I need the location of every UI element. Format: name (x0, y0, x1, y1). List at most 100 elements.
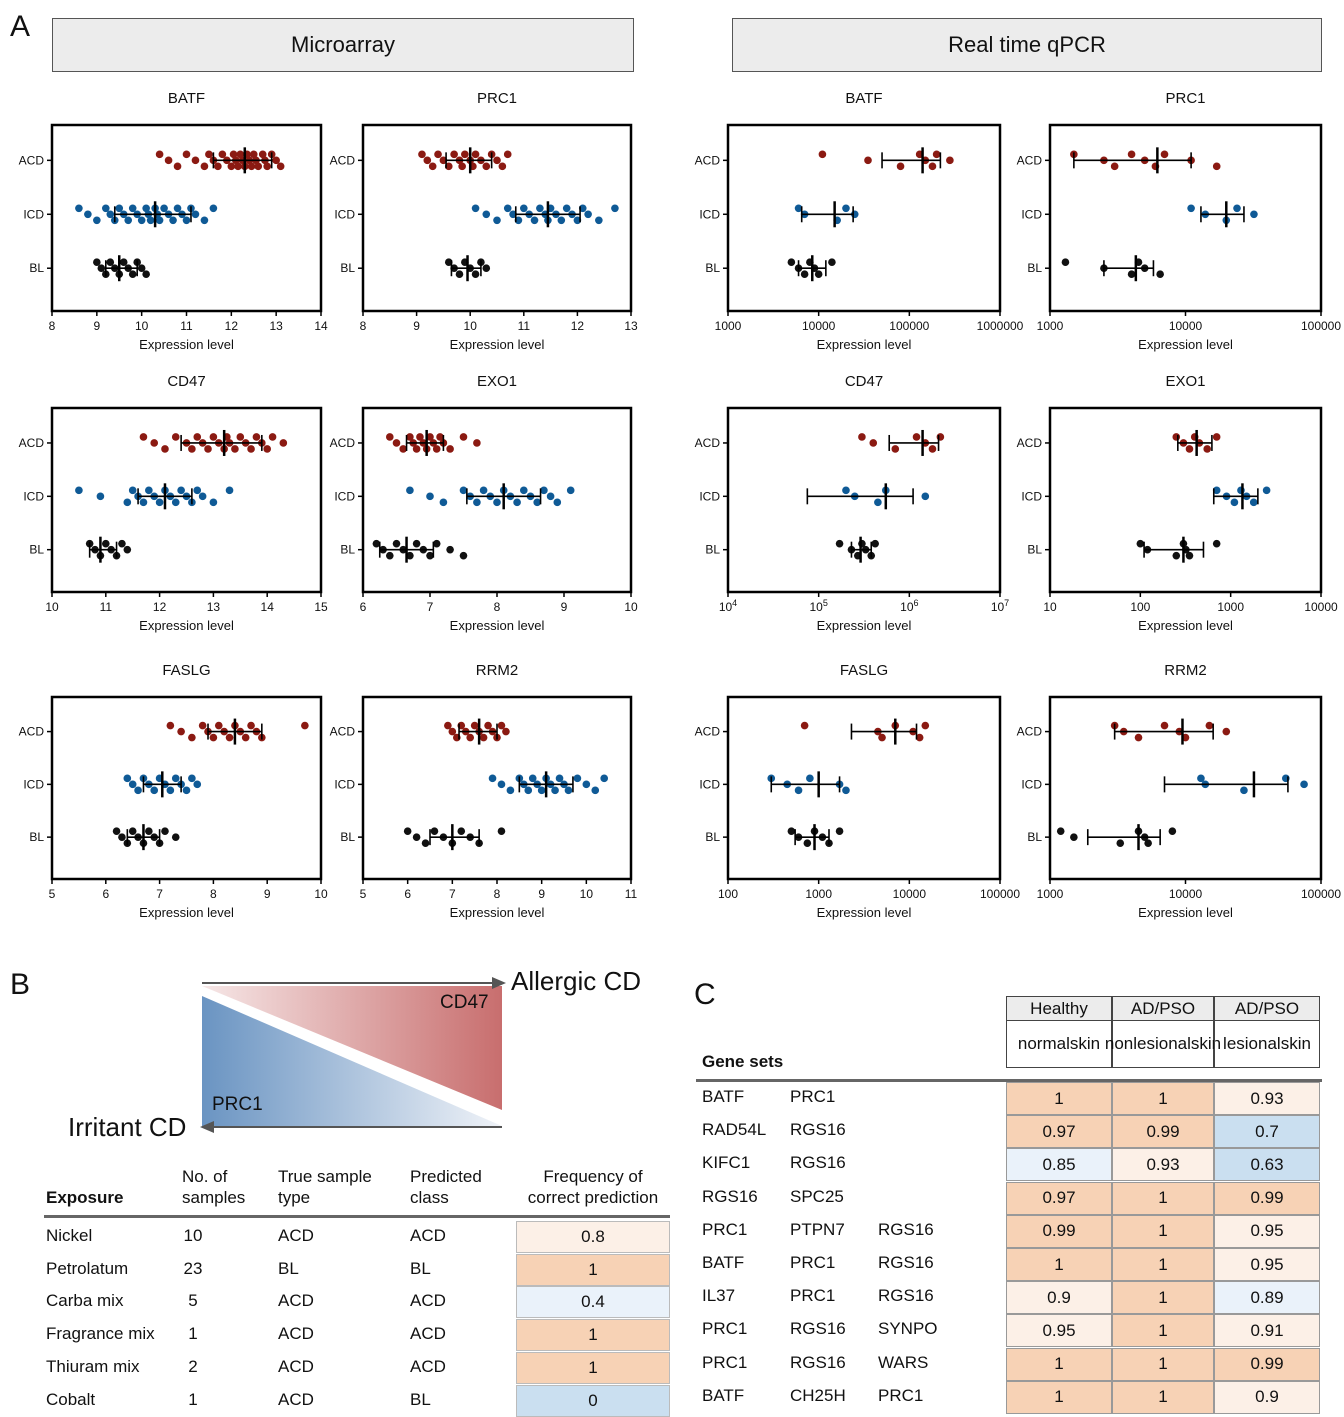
data-point-acd (426, 433, 434, 441)
x-tick-label: 15 (314, 600, 328, 614)
data-point-bl (835, 827, 844, 835)
x-tick-label: 14 (314, 319, 328, 333)
gene-name: RGS16 (878, 1219, 934, 1239)
data-point-icd (611, 204, 619, 213)
data-point-icd (1250, 210, 1258, 219)
data-point-bl (497, 827, 506, 835)
data-point-icd (582, 780, 591, 789)
data-point-acd (928, 445, 937, 453)
data-point-acd (236, 433, 245, 441)
data-point-bl (119, 258, 128, 267)
x-tick-label: 104 (719, 598, 737, 614)
data-point-acd (155, 150, 164, 159)
score-cell: 1 (1112, 1281, 1214, 1315)
data-point-icd (155, 498, 164, 507)
data-point-acd (503, 150, 512, 159)
data-point-bl (123, 545, 132, 554)
x-tick-label: 9 (413, 319, 420, 333)
gene-name: PRC1 (790, 1253, 836, 1272)
data-point-acd (241, 733, 250, 742)
y-tick-label: ACD (1017, 436, 1043, 450)
x-tick-label: 8 (360, 319, 367, 333)
y-tick-label: BL (340, 830, 355, 844)
data-point-acd (434, 150, 442, 159)
x-tick-label: 10 (1043, 600, 1057, 614)
samples-cell: 2 (188, 1356, 198, 1376)
data-point-bl (171, 833, 180, 841)
data-point-icd (166, 786, 175, 795)
data-point-acd (214, 162, 222, 171)
data-point-acd (858, 433, 866, 441)
data-point-bl (482, 264, 491, 273)
exposure-cell: Carba mix (46, 1291, 124, 1311)
plot-title: FASLG (162, 662, 210, 679)
data-point-icd (169, 216, 177, 225)
data-point-icd (584, 210, 592, 219)
plot-title: EXO1 (477, 373, 517, 390)
plot-frame (726, 123, 1002, 313)
y-tick-label: ICD (334, 489, 355, 503)
data-point-icd (124, 216, 133, 225)
y-tick-label: BL (705, 261, 720, 275)
data-point-bl (386, 551, 394, 560)
data-point-icd (155, 216, 164, 225)
plot-title: BATF (168, 90, 205, 107)
y-tick-label: BL (29, 830, 44, 844)
data-point-acd (399, 445, 408, 453)
data-point-icd (102, 204, 110, 213)
data-point-bl (412, 833, 421, 841)
data-point-icd (482, 210, 491, 219)
gene-name: SPC25 (790, 1186, 844, 1206)
data-point-icd (794, 204, 803, 213)
data-point-bl (421, 839, 430, 847)
column-head-top: AD/PSO (1112, 996, 1214, 1021)
data-point-acd (171, 433, 180, 441)
plot-frame (726, 406, 1002, 594)
header-rule (44, 1215, 670, 1218)
frequency-cell: 0.4 (516, 1286, 670, 1319)
data-point-acd (247, 445, 255, 453)
gene-name: BATF (702, 1253, 745, 1272)
data-point-acd (432, 445, 441, 453)
data-point-icd (520, 486, 528, 495)
data-point-icd (473, 498, 481, 507)
data-point-icd (128, 486, 137, 495)
data-point-acd (466, 733, 475, 742)
score-cell: 1 (1112, 1181, 1214, 1215)
y-tick-label: BL (705, 830, 720, 844)
predicted-class-cell: ACD (410, 1226, 446, 1245)
plot-frame (1048, 123, 1323, 313)
data-point-acd (1212, 433, 1221, 441)
prc1-label: PRC1 (212, 1094, 263, 1115)
samples-cell: 1 (188, 1324, 198, 1344)
data-point-icd (150, 786, 159, 795)
data-point-acd (459, 433, 468, 441)
plot-frame (361, 123, 633, 313)
gene-name: PTPN7 (790, 1219, 845, 1239)
data-point-icd (439, 498, 448, 507)
data-point-bl (800, 270, 809, 279)
data-point-acd (188, 733, 196, 742)
data-point-bl (432, 539, 441, 548)
x-tick-label: 7 (156, 887, 163, 901)
gene-name: RAD54L (702, 1120, 767, 1140)
data-point-icd (493, 216, 501, 225)
data-point-icd (842, 204, 850, 213)
gene-name: PRC1 (702, 1319, 748, 1339)
x-tick-label: 6 (404, 887, 411, 901)
data-point-bl (871, 539, 879, 548)
data-point-acd (479, 733, 488, 742)
y-tick-label: ACD (330, 725, 356, 739)
data-point-icd (524, 786, 533, 795)
data-point-acd (247, 162, 256, 171)
predicted-class-cell: ACD (410, 1324, 446, 1344)
data-point-acd (225, 733, 234, 742)
true-type-cell: ACD (278, 1356, 314, 1376)
gene-name: RGS16 (790, 1153, 846, 1173)
plot-title: PRC1 (477, 90, 517, 107)
data-point-icd (479, 486, 488, 495)
data-point-icd (513, 498, 521, 507)
true-type-cell: ACD (278, 1324, 314, 1344)
data-point-acd (252, 433, 261, 441)
data-point-acd (493, 156, 501, 165)
